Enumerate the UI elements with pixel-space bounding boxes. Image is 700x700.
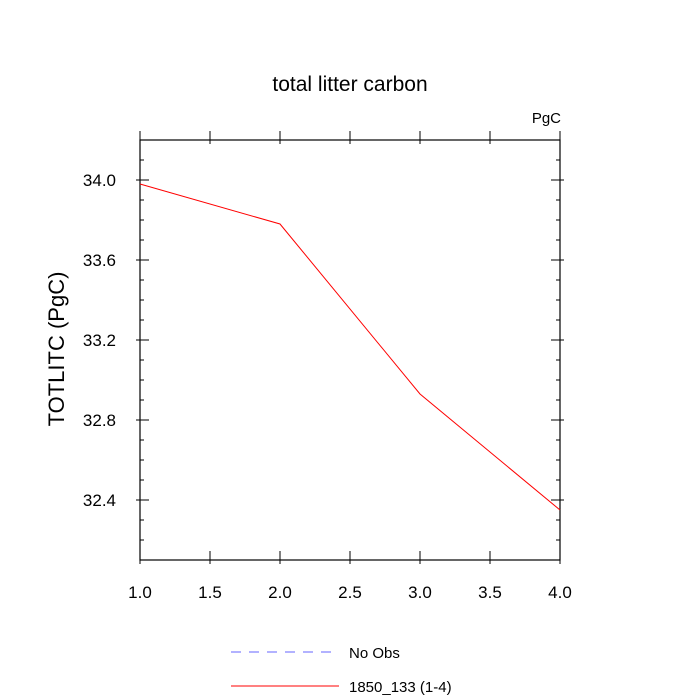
units-label: PgC xyxy=(532,110,561,127)
y-tick-label: 34.0 xyxy=(83,171,116,190)
x-tick-label: 2.5 xyxy=(338,583,362,602)
x-tick-label: 4.0 xyxy=(548,583,572,602)
series-line xyxy=(139,183,561,511)
x-tick-label: 1.0 xyxy=(128,583,152,602)
y-tick-label: 33.6 xyxy=(83,251,116,270)
y-tick-label: 32.4 xyxy=(83,491,116,510)
legend-label: No Obs xyxy=(349,645,400,662)
series-layer xyxy=(139,183,561,511)
axis-tick-labels: 1.0 1.5 2.0 2.5 3.0 3.5 4.0 32.4 32.8 33.2 33.6 34.… xyxy=(83,171,572,602)
x-tick-label: 3.0 xyxy=(408,583,432,602)
y-tick-label: 32.8 xyxy=(83,411,116,430)
y-axis-label: TOTLITC (PgC) xyxy=(44,272,69,427)
y-tick-label: 33.2 xyxy=(83,331,116,350)
legend: No Obs 1850_133 (1-4) xyxy=(231,645,452,696)
x-tick-label: 2.0 xyxy=(268,583,292,602)
axis-ticks xyxy=(136,131,564,564)
plot-frame xyxy=(139,139,561,561)
chart-title: total litter carbon xyxy=(272,73,427,96)
x-tick-label: 1.5 xyxy=(198,583,222,602)
legend-label: 1850_133 (1-4) xyxy=(349,679,452,696)
x-tick-label: 3.5 xyxy=(478,583,502,602)
